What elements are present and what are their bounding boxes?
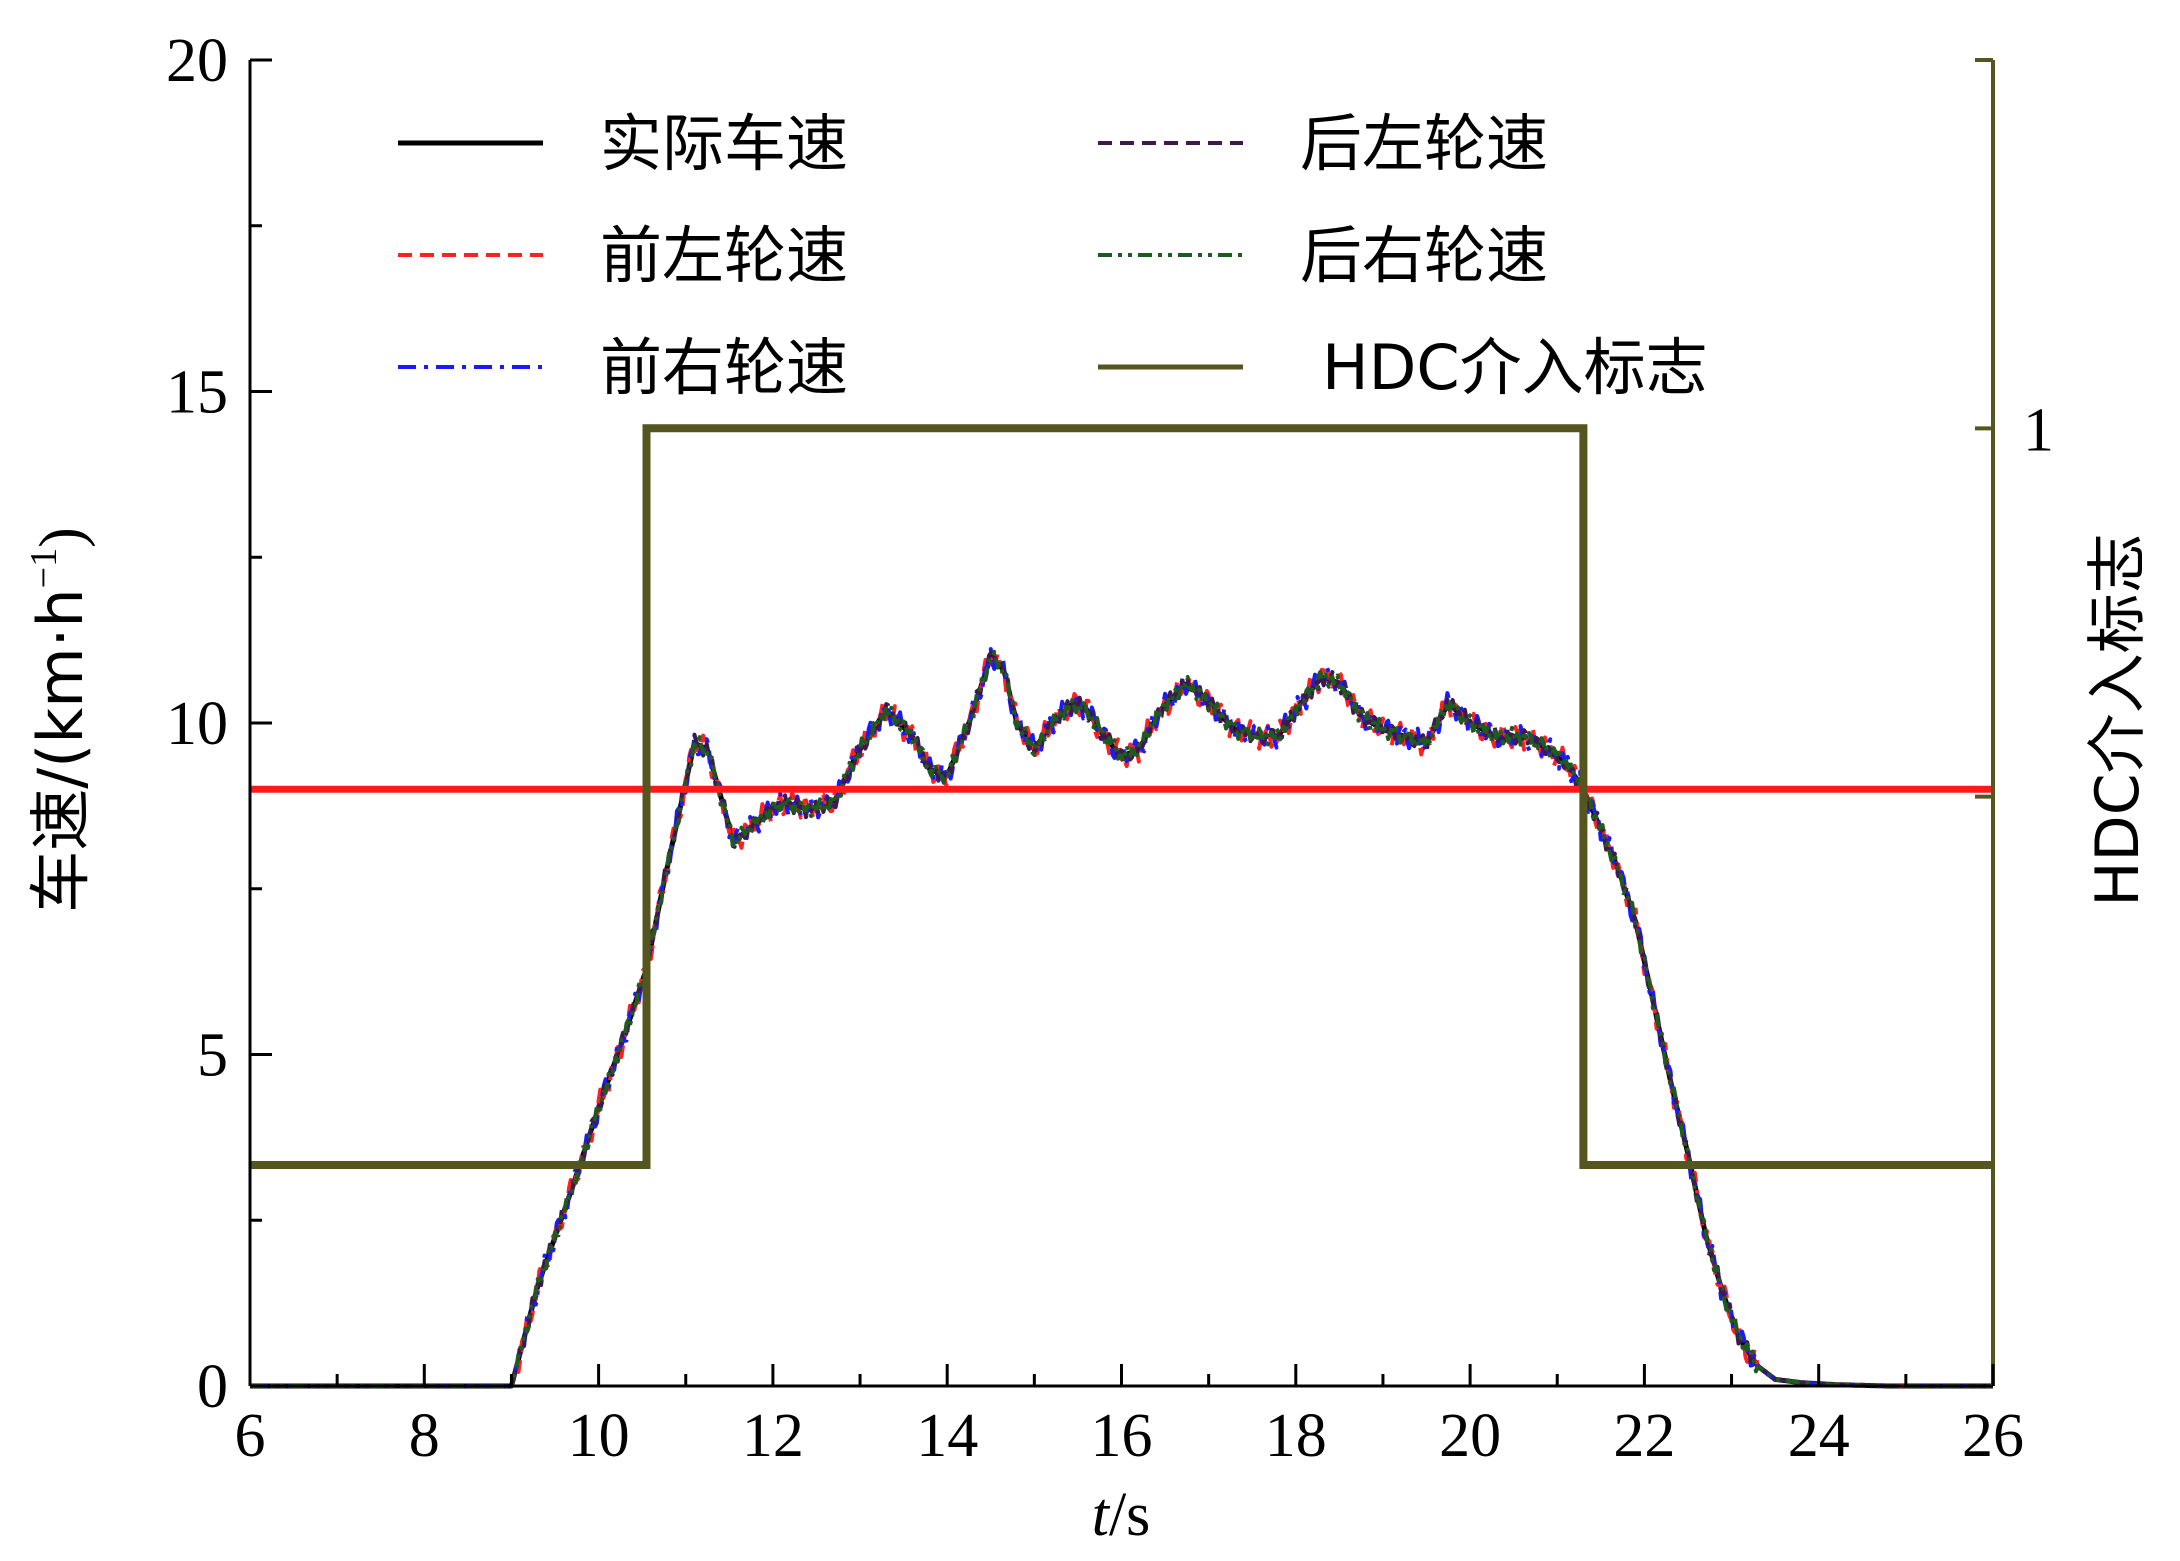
series-line-4 (249, 651, 1994, 1388)
legend-label-1: 实际车速 (600, 107, 848, 180)
plot-area (249, 424, 1994, 1389)
axes: 6 8 10 12 14 16 18 20 22 24 26 0 5 10 15 20 1 (166, 27, 2054, 1470)
legend-label-4: 后左轮速 (1300, 107, 1548, 180)
y-axis-label: 车速/(km·h−1) (23, 527, 97, 912)
x-tick-label: 18 (1265, 1402, 1327, 1470)
x-label-var: t (1092, 1481, 1111, 1549)
y-label-sup: −1 (23, 548, 65, 588)
y2-tick-label: 1 (2023, 396, 2054, 464)
x-tick-label: 10 (568, 1402, 630, 1470)
y-ticks: 0 5 10 15 20 (166, 27, 272, 1421)
x-tick-label: 14 (916, 1402, 978, 1470)
x-tick-label: 26 (1962, 1402, 2024, 1470)
y-tick-label: 5 (197, 1022, 228, 1090)
hdc-flag-line (250, 424, 1993, 1169)
x-tick-label: 24 (1788, 1402, 1850, 1470)
x-tick-label: 6 (235, 1402, 266, 1470)
y-label-main: 车速/(km·h (24, 588, 97, 912)
x-tick-label: 20 (1439, 1402, 1501, 1470)
flag-layer (250, 424, 1993, 1169)
y2-axis-label: HDC介入标志 (2083, 533, 2153, 906)
x-tick-label: 16 (1091, 1402, 1153, 1470)
legend-label-6: HDC介入标志 (1322, 331, 1708, 404)
x-axis-label: t/s (1092, 1481, 1151, 1549)
series-line-1 (249, 654, 1994, 1389)
legend-label-3: 前右轮速 (600, 331, 848, 404)
y-tick-label: 0 (197, 1353, 228, 1421)
x-tick-label: 12 (742, 1402, 804, 1470)
x-tick-label: 8 (409, 1402, 440, 1470)
x-tick-label: 22 (1613, 1402, 1675, 1470)
x-ticks: 6 8 10 12 14 16 18 20 22 24 26 (235, 1364, 2024, 1470)
y-label-close: ) (28, 527, 96, 548)
y-tick-label: 10 (166, 690, 228, 758)
y-tick-label: 20 (166, 27, 228, 95)
series-layer (249, 647, 1994, 1389)
y2-ticks: 1 (1975, 58, 2054, 1167)
y-tick-label: 15 (166, 359, 228, 427)
legend-label-5: 后右轮速 (1300, 219, 1548, 292)
legend-label-2: 前左轮速 (600, 219, 848, 292)
series-line-2 (249, 651, 1994, 1388)
series-line-5 (249, 649, 1994, 1388)
x-label-unit: /s (1109, 1481, 1150, 1549)
